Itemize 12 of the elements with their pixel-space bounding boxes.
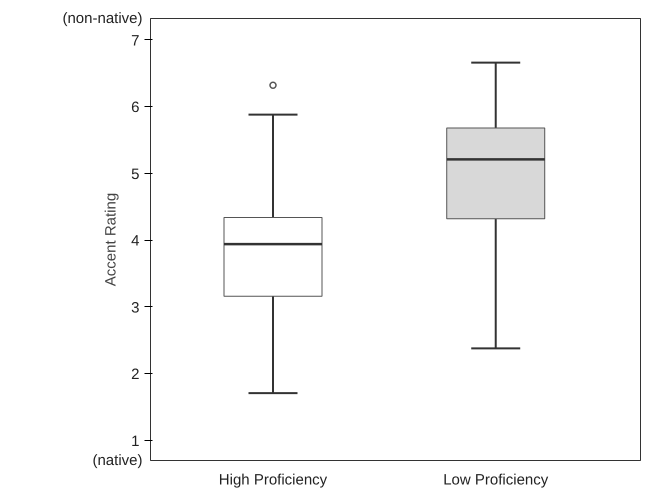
y-tick-label: 6 <box>131 99 140 116</box>
y-tick-label: 2 <box>131 366 140 384</box>
y-tick-label: 3 <box>131 299 140 316</box>
text: (native) <box>92 452 143 469</box>
y-axis-title: Accent Rating <box>102 192 120 286</box>
y-tick-label: 5 <box>131 166 140 183</box>
y-tick-label: 1 <box>131 432 140 450</box>
y-tick-label: 4 <box>131 232 140 250</box>
y-tick-label: 7 <box>131 32 140 50</box>
text: (non-native) <box>62 10 143 27</box>
x-tick-label: Low Proficiency <box>443 472 549 488</box>
x-tick-label: High Proficiency <box>218 472 328 488</box>
